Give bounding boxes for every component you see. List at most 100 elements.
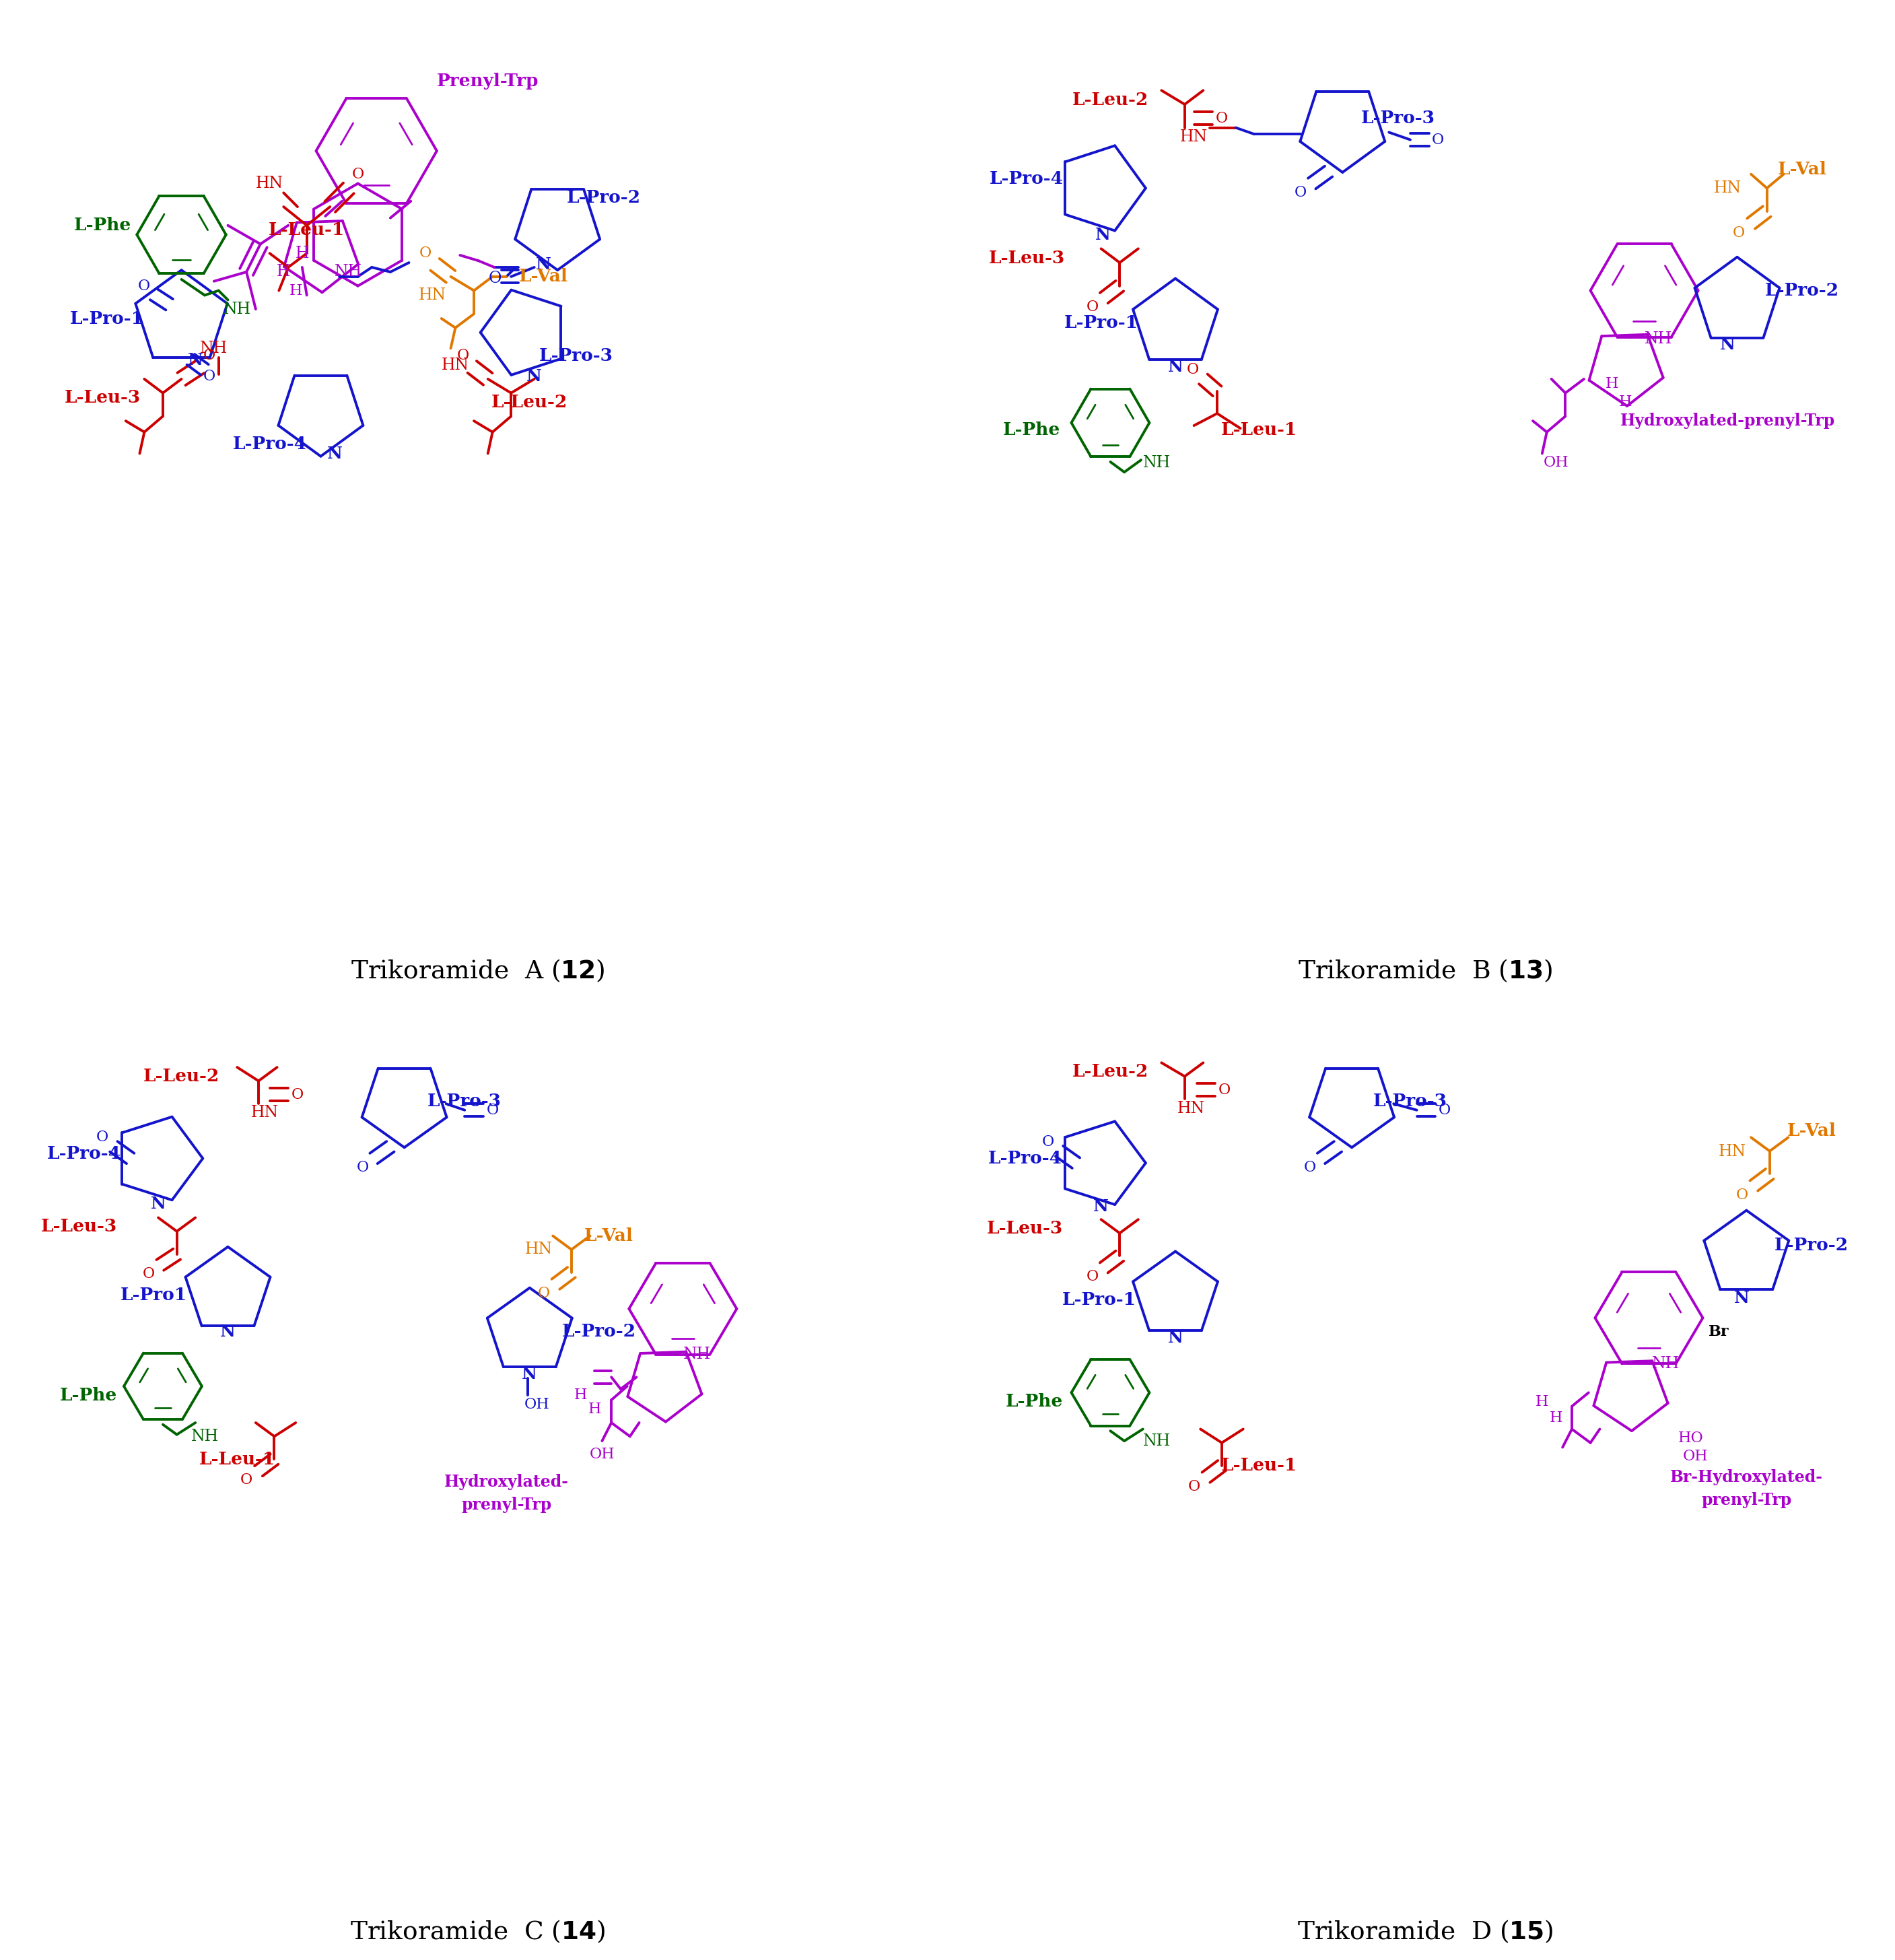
- Text: L-Pro-3: L-Pro-3: [428, 1092, 502, 1109]
- Text: Hydroxylated-: Hydroxylated-: [443, 1474, 568, 1490]
- Text: H: H: [1535, 1394, 1548, 1409]
- Text: N: N: [1167, 359, 1182, 374]
- Text: O: O: [538, 1286, 550, 1301]
- Text: HN: HN: [256, 176, 284, 192]
- Text: L-Phe: L-Phe: [1006, 1394, 1063, 1409]
- Text: N: N: [150, 1196, 167, 1211]
- Text: NH: NH: [1652, 1356, 1679, 1372]
- Text: O: O: [1218, 1082, 1230, 1098]
- Text: L-Phe: L-Phe: [74, 218, 131, 233]
- Text: L-Leu-1: L-Leu-1: [269, 221, 345, 239]
- Text: Trikoramide  C ($\mathbf{14}$): Trikoramide C ($\mathbf{14}$): [351, 1919, 605, 1944]
- Text: HN: HN: [1713, 180, 1742, 196]
- Text: O: O: [1188, 1480, 1200, 1494]
- Text: HN: HN: [442, 357, 470, 372]
- Text: HO: HO: [1677, 1431, 1704, 1446]
- Text: O: O: [1304, 1160, 1317, 1174]
- Text: NH: NH: [335, 265, 362, 280]
- Text: O: O: [489, 270, 502, 286]
- Text: L-Leu-2: L-Leu-2: [491, 394, 568, 412]
- Text: O: O: [356, 1160, 370, 1174]
- Text: L-Val: L-Val: [519, 269, 568, 284]
- Text: L-Pro-3: L-Pro-3: [538, 347, 614, 365]
- Text: L-Leu-3: L-Leu-3: [42, 1219, 117, 1235]
- Text: Trikoramide  D ($\mathbf{15}$): Trikoramide D ($\mathbf{15}$): [1296, 1919, 1554, 1944]
- Text: L-Pro1: L-Pro1: [119, 1286, 188, 1303]
- Text: L-Val: L-Val: [1778, 161, 1827, 178]
- Text: L-Pro-4: L-Pro-4: [989, 171, 1063, 188]
- Text: L-Pro-1: L-Pro-1: [1065, 316, 1139, 331]
- Text: H: H: [1550, 1411, 1563, 1425]
- Text: Trikoramide  B ($\mathbf{13}$): Trikoramide B ($\mathbf{13}$): [1298, 958, 1552, 984]
- Text: HN: HN: [419, 288, 445, 304]
- Text: L-Leu-1: L-Leu-1: [1220, 421, 1296, 439]
- Text: H: H: [574, 1388, 587, 1403]
- Text: prenyl-Trp: prenyl-Trp: [1702, 1492, 1791, 1509]
- Text: NH: NH: [224, 302, 250, 318]
- Text: N: N: [521, 1366, 538, 1382]
- Text: O: O: [1086, 300, 1099, 316]
- Text: L-Pro-3: L-Pro-3: [1361, 110, 1435, 127]
- Text: OH: OH: [1543, 455, 1569, 470]
- Text: HN: HN: [1177, 1100, 1205, 1115]
- Text: L-Leu-3: L-Leu-3: [64, 390, 140, 406]
- Text: N: N: [188, 353, 203, 368]
- Text: O: O: [203, 349, 216, 363]
- Text: L-Val: L-Val: [1787, 1123, 1836, 1139]
- Text: NH: NH: [1143, 455, 1171, 470]
- Text: L-Leu-2: L-Leu-2: [1073, 1064, 1148, 1080]
- Text: L-Phe: L-Phe: [61, 1388, 117, 1403]
- Text: Br-Hydroxylated-: Br-Hydroxylated-: [1669, 1470, 1823, 1486]
- Text: O: O: [142, 1266, 155, 1282]
- Text: HN: HN: [252, 1105, 279, 1121]
- Text: L-Leu-1: L-Leu-1: [199, 1450, 275, 1468]
- Text: O: O: [138, 278, 150, 294]
- Text: L-Pro-2: L-Pro-2: [1774, 1237, 1848, 1252]
- Text: L-Phe: L-Phe: [1002, 421, 1059, 439]
- Text: L-Pro-4: L-Pro-4: [47, 1145, 121, 1162]
- Text: L-Pro-1: L-Pro-1: [70, 310, 144, 327]
- Text: Prenyl-Trp: Prenyl-Trp: [438, 73, 538, 90]
- Text: H: H: [290, 282, 301, 298]
- Text: OH: OH: [589, 1446, 614, 1462]
- Text: O: O: [203, 368, 216, 384]
- Text: O: O: [1736, 1188, 1747, 1201]
- Text: N: N: [1721, 337, 1736, 353]
- Text: NH: NH: [682, 1347, 711, 1362]
- Text: H: H: [1618, 394, 1632, 410]
- Text: N: N: [1095, 227, 1110, 243]
- Text: prenyl-Trp: prenyl-Trp: [460, 1497, 551, 1513]
- Text: O: O: [1042, 1135, 1054, 1149]
- Text: L-Leu-3: L-Leu-3: [989, 249, 1065, 267]
- Text: L-Pro-2: L-Pro-2: [1764, 282, 1840, 300]
- Text: Hydroxylated-prenyl-Trp: Hydroxylated-prenyl-Trp: [1620, 414, 1836, 429]
- Text: O: O: [1438, 1103, 1452, 1117]
- Text: NH: NH: [191, 1429, 218, 1445]
- Text: N: N: [1167, 1331, 1182, 1347]
- Text: HN: HN: [525, 1243, 553, 1256]
- Text: O: O: [1086, 1270, 1099, 1284]
- Text: O: O: [241, 1472, 252, 1488]
- Text: L-Pro-1: L-Pro-1: [1063, 1292, 1137, 1307]
- Text: OH: OH: [1683, 1448, 1707, 1464]
- Text: H: H: [1605, 376, 1618, 392]
- Text: O: O: [1217, 112, 1228, 125]
- Text: L-Leu-2: L-Leu-2: [1073, 92, 1148, 108]
- Text: N: N: [1093, 1200, 1109, 1215]
- Text: O: O: [419, 245, 432, 261]
- Text: NH: NH: [201, 341, 227, 357]
- Text: H: H: [296, 245, 309, 261]
- Text: N: N: [220, 1323, 235, 1339]
- Text: O: O: [97, 1131, 108, 1145]
- Text: N: N: [328, 445, 343, 461]
- Text: N: N: [527, 368, 542, 384]
- Text: L-Val: L-Val: [584, 1227, 633, 1245]
- Text: L-Pro-3: L-Pro-3: [1374, 1092, 1448, 1109]
- Text: O: O: [487, 1103, 498, 1117]
- Text: O: O: [1433, 133, 1444, 147]
- Text: NH: NH: [1645, 331, 1671, 347]
- Text: O: O: [1732, 225, 1745, 241]
- Text: NH: NH: [1143, 1433, 1171, 1448]
- Text: O: O: [1186, 363, 1200, 376]
- Text: HN: HN: [1181, 129, 1207, 145]
